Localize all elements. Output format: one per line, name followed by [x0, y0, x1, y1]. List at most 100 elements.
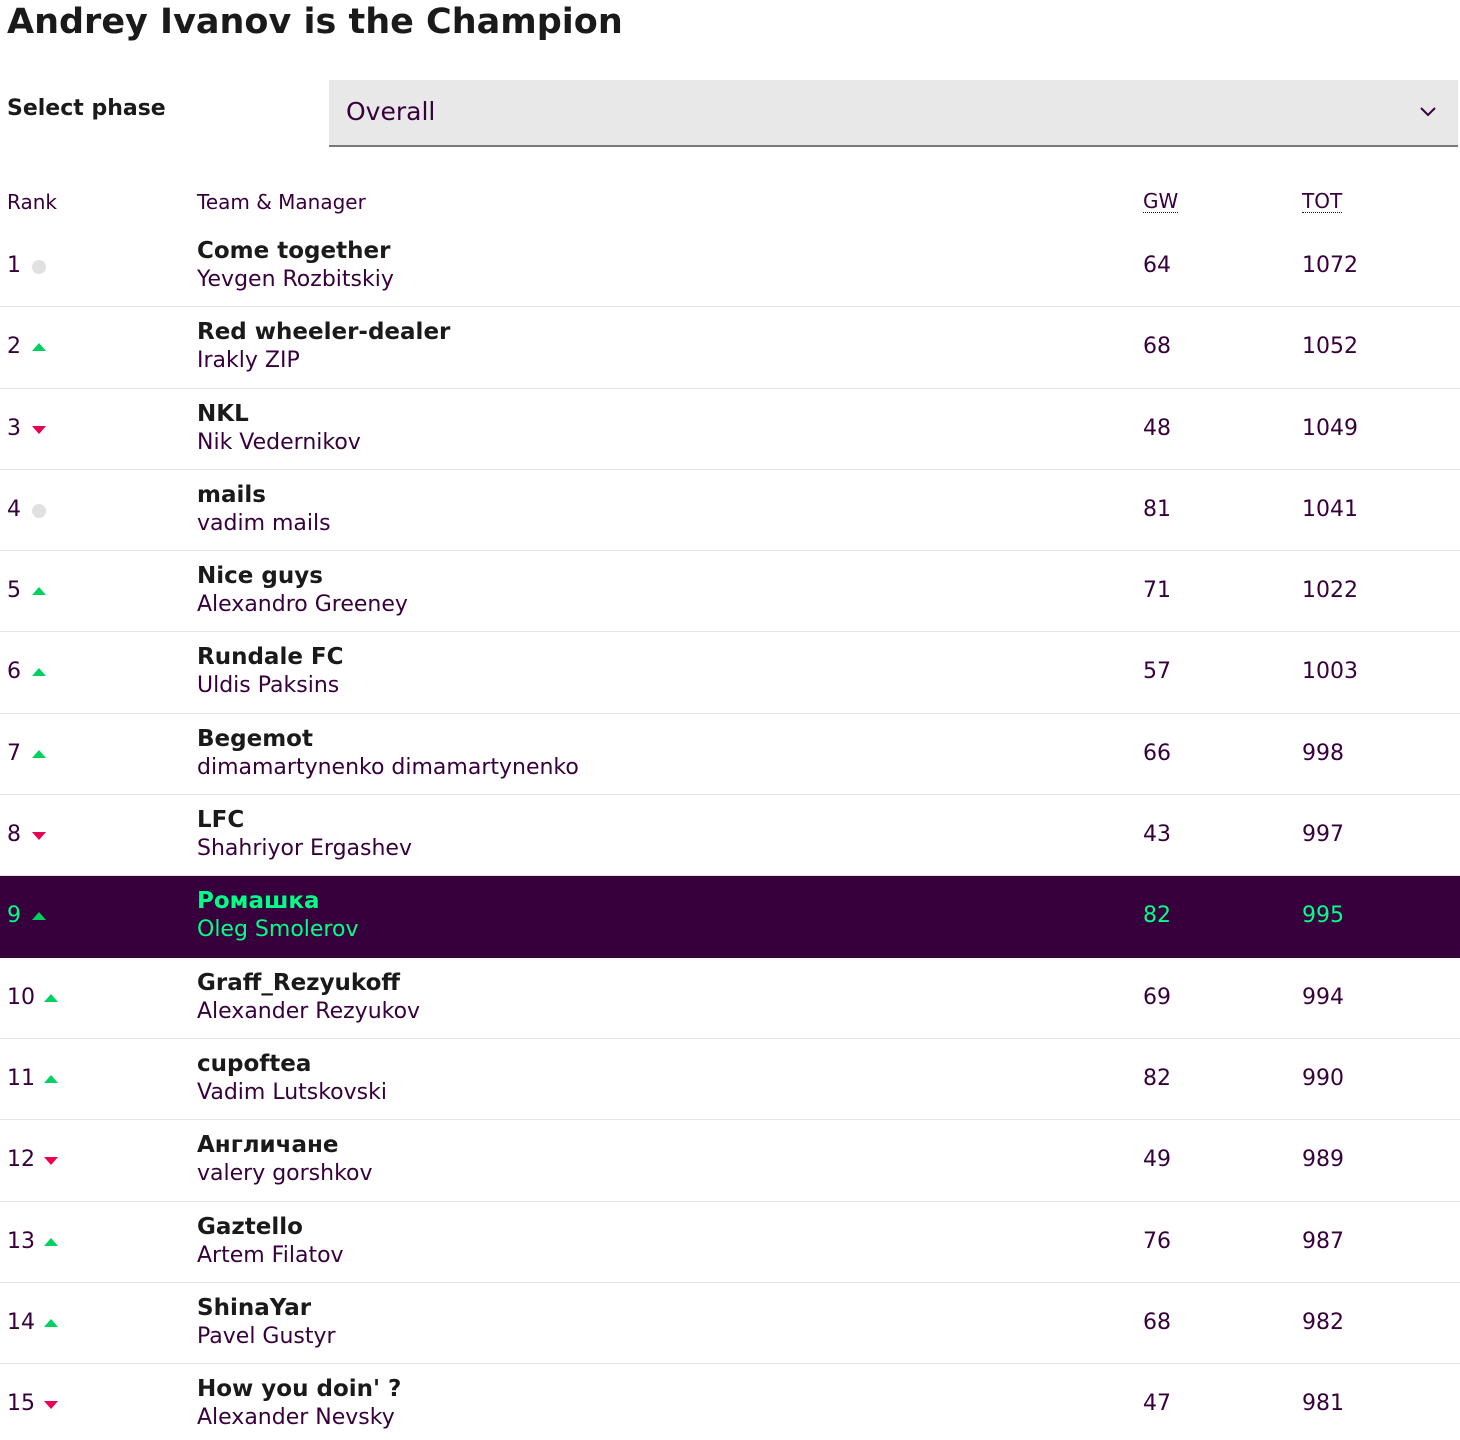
gameweek-points: 66: [1143, 740, 1171, 766]
arrow-up-icon: [43, 1316, 59, 1330]
arrow-up-icon: [31, 665, 47, 679]
column-header-tot[interactable]: TOT: [1302, 189, 1343, 213]
team-name-link[interactable]: cupoftea: [197, 1050, 312, 1077]
column-header-gw[interactable]: GW: [1143, 189, 1179, 213]
manager-name: Pavel Gustyr: [197, 1323, 336, 1349]
manager-name: Alexander Rezyukov: [197, 998, 421, 1024]
team-name-link[interactable]: Gaztello: [197, 1213, 303, 1240]
gameweek-points: 69: [1143, 984, 1171, 1010]
team-name-link[interactable]: Nice guys: [197, 563, 323, 590]
team-name-link[interactable]: Come together: [197, 238, 391, 264]
arrow-up-icon: [31, 747, 47, 761]
table-row[interactable]: 8 LFC Shahriyor Ergashev 43 997: [0, 795, 1460, 877]
team-name-link[interactable]: mails: [197, 481, 266, 508]
rank-number: 6: [7, 659, 21, 685]
table-row[interactable]: 10 Graff_Rezyukoff Alexander Rezyukov 69 994: [0, 958, 1460, 1039]
phase-select-value: Overall: [346, 97, 436, 126]
table-row[interactable]: 7 Begemot dimamartynenko dimamartynenko 66 9…: [0, 714, 1460, 796]
manager-name: Yevgen Rozbitskiy: [197, 267, 394, 292]
rank-number: 11: [7, 1065, 35, 1091]
rank-number: 5: [7, 578, 21, 604]
column-header-rank: Rank: [7, 190, 57, 214]
manager-name: Vadim Lutskovski: [197, 1079, 387, 1105]
standings-table-body: 1 Come together Yevgen Rozbitskiy 64 1072 2 Re…: [0, 226, 1460, 1440]
rank-number: 3: [7, 415, 21, 441]
gameweek-points: 76: [1143, 1228, 1171, 1254]
gameweek-points: 68: [1143, 334, 1171, 360]
gameweek-points: 64: [1143, 253, 1171, 278]
arrow-up-icon: [31, 340, 47, 354]
manager-name: Alexander Nevsky: [197, 1405, 395, 1431]
table-header: Rank Team & Manager GW TOT: [0, 184, 1460, 224]
table-row[interactable]: 1 Come together Yevgen Rozbitskiy 64 1072: [0, 226, 1460, 308]
team-name-link[interactable]: Red wheeler-dealer: [197, 319, 451, 346]
rank-number: 7: [7, 740, 21, 766]
team-name-link[interactable]: Begemot: [197, 725, 313, 752]
team-name-link[interactable]: Ромашка: [197, 888, 320, 915]
rank-number: 2: [7, 334, 21, 360]
total-points: 982: [1302, 1309, 1344, 1335]
gameweek-points: 49: [1143, 1147, 1171, 1173]
team-name-link[interactable]: How you doin' ?: [197, 1376, 402, 1403]
total-points: 1072: [1302, 253, 1358, 278]
rank-number: 8: [7, 822, 21, 848]
total-points: 995: [1302, 903, 1344, 929]
arrow-up-icon: [31, 584, 47, 598]
rank-number: 1: [7, 253, 21, 278]
arrow-down-icon: [31, 422, 47, 436]
manager-name: Oleg Smolerov: [197, 917, 359, 943]
rank-number: 4: [7, 496, 21, 522]
manager-name: Irakly ZIP: [197, 348, 300, 374]
gameweek-points: 43: [1143, 822, 1171, 848]
gameweek-points: 57: [1143, 659, 1171, 685]
total-points: 994: [1302, 984, 1344, 1010]
phase-select-dropdown[interactable]: Overall: [329, 80, 1458, 147]
manager-name: Artem Filatov: [197, 1242, 344, 1268]
gameweek-points: 82: [1143, 1065, 1171, 1091]
total-points: 1052: [1302, 334, 1358, 360]
manager-name: Uldis Paksins: [197, 673, 340, 699]
team-name-link[interactable]: Graff_Rezyukoff: [197, 969, 401, 996]
total-points: 981: [1302, 1391, 1344, 1417]
team-name-link[interactable]: NKL: [197, 400, 249, 427]
arrow-up-icon: [31, 909, 47, 923]
total-points: 1022: [1302, 578, 1358, 604]
table-row[interactable]: 13 Gaztello Artem Filatov 76 987: [0, 1202, 1460, 1283]
arrow-up-icon: [43, 1072, 59, 1086]
phase-select-label: Select phase: [7, 96, 166, 121]
table-row[interactable]: 2 Red wheeler-dealer Irakly ZIP 68 1052: [0, 307, 1460, 389]
team-name-link[interactable]: ShinaYar: [197, 1294, 312, 1321]
manager-name: Alexandro Greeney: [197, 592, 408, 618]
gameweek-points: 48: [1143, 415, 1171, 441]
table-row[interactable]: 14 ShinaYar Pavel Gustyr 68 982: [0, 1283, 1460, 1365]
table-row[interactable]: 6 Rundale FC Uldis Paksins 57 1003: [0, 632, 1460, 714]
table-row[interactable]: 11 cupoftea Vadim Lutskovski 82 990: [0, 1039, 1460, 1121]
total-points: 1003: [1302, 659, 1358, 685]
gameweek-points: 68: [1143, 1309, 1171, 1335]
total-points: 1041: [1302, 496, 1358, 522]
arrow-up-icon: [43, 991, 59, 1005]
team-name-link[interactable]: Англичане: [197, 1132, 339, 1159]
table-row[interactable]: 15 How you doin' ? Alexander Nevsky 47 981: [0, 1364, 1460, 1440]
rank-number: 13: [7, 1228, 35, 1254]
table-row[interactable]: 3 NKL Nik Vedernikov 48 1049: [0, 389, 1460, 470]
arrow-down-icon: [43, 1397, 59, 1411]
arrow-up-icon: [43, 1235, 59, 1249]
manager-name: Nik Vedernikov: [197, 429, 361, 455]
team-name-link[interactable]: Rundale FC: [197, 644, 344, 671]
rank-number: 14: [7, 1309, 35, 1335]
total-points: 1049: [1302, 415, 1358, 441]
no-change-dot-icon: [31, 259, 47, 274]
table-row[interactable]: 5 Nice guys Alexandro Greeney 71 1022: [0, 551, 1460, 633]
rank-number: 9: [7, 903, 21, 929]
team-name-link[interactable]: LFC: [197, 807, 245, 834]
table-row[interactable]: 12 Англичане valery gorshkov 49 989: [0, 1120, 1460, 1202]
no-change-dot-icon: [31, 503, 47, 518]
table-row-highlighted[interactable]: 9 Ромашка Oleg Smolerov 82 995: [0, 876, 1460, 958]
gameweek-points: 71: [1143, 578, 1171, 604]
total-points: 989: [1302, 1147, 1344, 1173]
manager-name: vadim mails: [197, 510, 331, 536]
manager-name: dimamartynenko dimamartynenko: [197, 754, 579, 780]
table-row[interactable]: 4 mails vadim mails 81 1041: [0, 470, 1460, 552]
